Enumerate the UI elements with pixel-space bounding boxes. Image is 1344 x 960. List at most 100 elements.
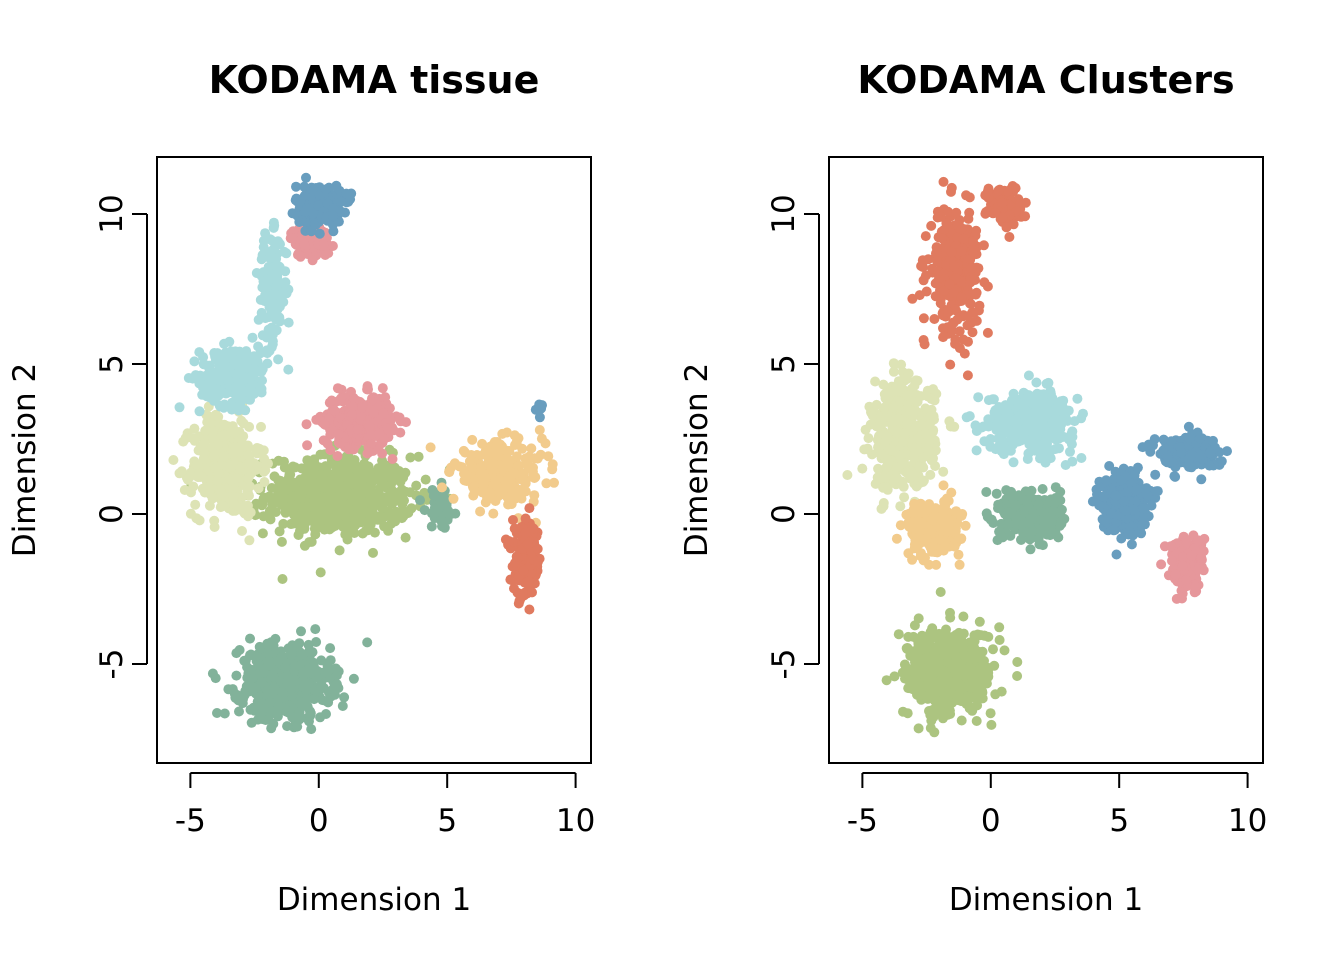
data-point bbox=[518, 565, 529, 576]
data-point bbox=[522, 539, 533, 549]
data-point bbox=[259, 453, 270, 464]
data-point bbox=[529, 473, 540, 483]
data-point bbox=[857, 463, 868, 474]
data-point bbox=[882, 484, 893, 495]
data-point bbox=[274, 526, 285, 537]
data-point bbox=[880, 436, 890, 447]
data-point bbox=[413, 451, 424, 462]
data-point bbox=[912, 521, 923, 532]
data-point bbox=[245, 664, 256, 675]
y-axis-label: Dimension 2 bbox=[7, 363, 43, 557]
data-point bbox=[482, 446, 493, 457]
data-point bbox=[497, 462, 508, 473]
data-point bbox=[962, 370, 973, 381]
data-point bbox=[310, 484, 321, 495]
data-point bbox=[378, 408, 389, 419]
data-point bbox=[971, 445, 982, 456]
data-point bbox=[880, 391, 891, 401]
data-point bbox=[227, 460, 238, 471]
data-point bbox=[363, 461, 374, 472]
data-point bbox=[1031, 377, 1042, 388]
data-point bbox=[240, 405, 251, 416]
data-point bbox=[998, 418, 1009, 429]
data-point bbox=[198, 453, 209, 464]
data-point bbox=[293, 493, 304, 503]
data-point bbox=[879, 402, 890, 413]
data-point bbox=[218, 501, 229, 511]
data-point bbox=[327, 684, 338, 695]
data-point bbox=[1050, 430, 1061, 441]
data-point bbox=[963, 311, 974, 322]
data-point bbox=[244, 457, 255, 468]
data-point bbox=[245, 507, 256, 518]
data-point bbox=[295, 196, 306, 207]
data-point bbox=[467, 434, 478, 445]
data-point bbox=[932, 256, 943, 267]
data-point bbox=[243, 473, 254, 484]
data-point bbox=[198, 382, 208, 393]
data-point bbox=[511, 438, 522, 449]
data-point bbox=[210, 673, 221, 684]
point-cluster bbox=[530, 399, 547, 423]
data-point bbox=[301, 419, 312, 430]
data-point bbox=[1067, 456, 1078, 467]
data-point bbox=[197, 389, 208, 400]
data-point bbox=[395, 427, 406, 438]
data-point bbox=[318, 239, 329, 250]
data-point bbox=[363, 384, 373, 395]
point-cluster bbox=[981, 482, 1070, 555]
data-point bbox=[193, 469, 204, 480]
y-tick-label: 10 bbox=[94, 194, 130, 233]
data-point bbox=[387, 498, 398, 509]
data-point bbox=[527, 587, 537, 598]
y-tick-label: 0 bbox=[94, 504, 130, 524]
data-point bbox=[509, 468, 520, 479]
data-point bbox=[368, 547, 378, 558]
data-point bbox=[341, 459, 352, 470]
plot-area bbox=[842, 176, 1232, 738]
data-point bbox=[244, 535, 255, 546]
data-point bbox=[255, 348, 266, 359]
data-point bbox=[405, 487, 415, 498]
data-point bbox=[299, 540, 310, 551]
data-point bbox=[888, 403, 899, 413]
data-point bbox=[928, 411, 939, 422]
data-point bbox=[256, 307, 267, 318]
data-point bbox=[534, 425, 545, 435]
data-point bbox=[919, 339, 930, 350]
data-point bbox=[189, 356, 200, 367]
data-point bbox=[302, 440, 313, 451]
data-point bbox=[956, 292, 967, 303]
data-point bbox=[909, 505, 920, 516]
data-point bbox=[1025, 544, 1036, 555]
data-point bbox=[245, 633, 255, 644]
data-point bbox=[878, 498, 889, 508]
data-point bbox=[903, 368, 914, 379]
data-point bbox=[230, 692, 241, 703]
point-cluster bbox=[174, 332, 294, 417]
data-point bbox=[907, 554, 918, 565]
data-point bbox=[243, 450, 254, 461]
data-point bbox=[437, 482, 447, 493]
data-point bbox=[509, 523, 520, 534]
data-point bbox=[520, 527, 531, 538]
data-point bbox=[942, 306, 953, 317]
data-point bbox=[1050, 444, 1061, 454]
data-point bbox=[372, 514, 383, 525]
data-point bbox=[235, 462, 246, 472]
data-point bbox=[1023, 370, 1034, 381]
data-point bbox=[365, 429, 376, 440]
data-point bbox=[299, 521, 310, 532]
data-point bbox=[362, 637, 373, 648]
data-point bbox=[262, 638, 273, 649]
data-point bbox=[275, 296, 286, 307]
data-point bbox=[956, 534, 966, 545]
data-point bbox=[377, 455, 388, 466]
data-point bbox=[336, 393, 347, 404]
data-point bbox=[307, 255, 318, 266]
data-point bbox=[276, 477, 287, 488]
data-point bbox=[283, 502, 294, 513]
data-point bbox=[303, 639, 314, 650]
data-point bbox=[280, 662, 291, 673]
data-point bbox=[371, 490, 382, 501]
